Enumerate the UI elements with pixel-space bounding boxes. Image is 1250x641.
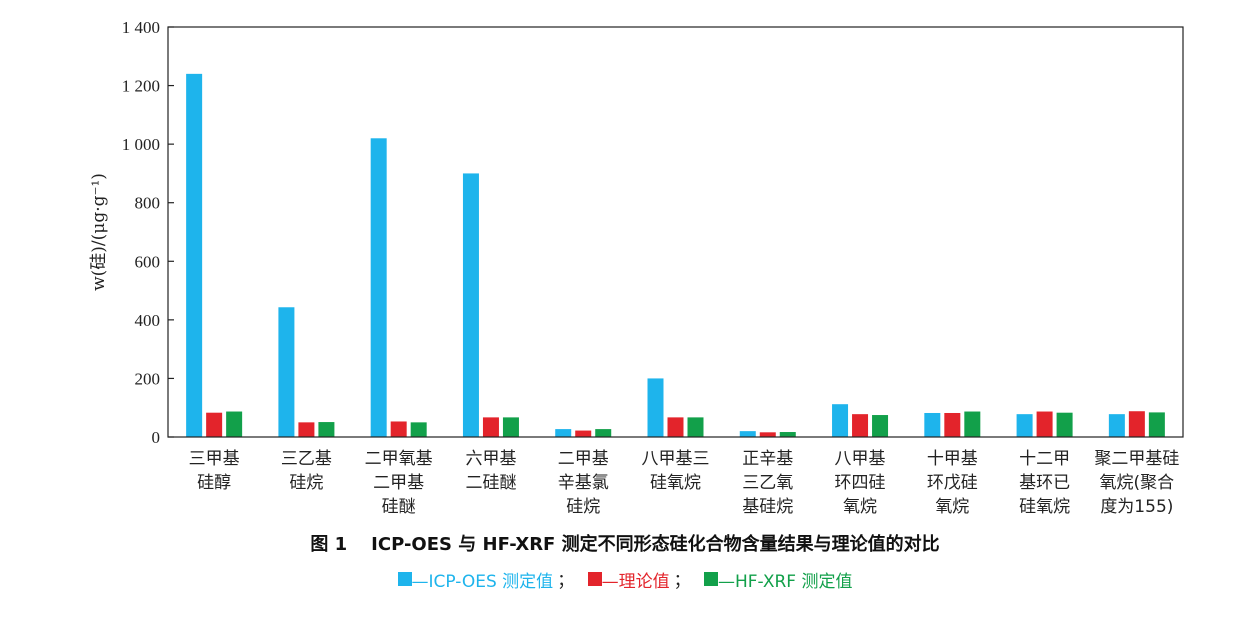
x-category-label: 硅醇 [197, 473, 231, 493]
x-category-label: 硅氧烷 [650, 473, 701, 493]
legend-label-hf-xrf: —HF-XRF 测定值 [718, 571, 853, 592]
x-category-label: 环四硅 [835, 473, 886, 493]
bar [832, 404, 849, 437]
y-tick-label: 600 [135, 252, 161, 271]
bar [739, 431, 756, 437]
bar [462, 173, 479, 437]
y-tick-label: 1 000 [122, 135, 160, 154]
legend: —ICP-OES 测定值 ； —理论值 ； —HF-XRF 测定值 [0, 566, 1250, 592]
x-category-label: 二甲氧基 [365, 449, 433, 469]
bar [944, 412, 961, 437]
x-category-label: 十甲基 [927, 449, 978, 469]
y-tick-label: 0 [152, 428, 161, 447]
bar [318, 422, 335, 437]
x-category-label: 六甲基 [465, 449, 516, 469]
bar [779, 432, 796, 437]
legend-item-theoretical: —理论值 [587, 567, 670, 592]
bar [759, 432, 776, 437]
bar [410, 422, 427, 437]
x-category-label: 基环已 [1019, 473, 1070, 493]
legend-separator: ； [673, 571, 691, 591]
x-category-label: 八甲基三 [642, 449, 710, 469]
x-category-label: 三乙氧 [742, 473, 793, 493]
x-category-label: 基硅烷 [742, 497, 793, 517]
legend-label-icp-oes: —ICP-OES 测定值 [411, 571, 554, 592]
legend-swatch-icp-oes [397, 572, 412, 586]
bar [206, 412, 223, 437]
x-category-label: 氧烷 [935, 497, 969, 517]
legend-label-theoretical: —理论值 [601, 571, 670, 592]
bar [1148, 412, 1165, 437]
x-category-label: 三甲基 [189, 449, 240, 469]
figure-caption-text: ICP-OES 与 HF-XRF 测定不同形态硅化合物含量结果与理论值的对比 [371, 534, 940, 555]
legend-swatch-hf-xrf [704, 572, 718, 586]
x-axis: 三甲基硅醇三乙基硅烷二甲氧基二甲基硅醚六甲基二硅醚二甲基辛基氯硅烷八甲基三硅氧烷… [189, 449, 1180, 517]
bar [964, 411, 981, 437]
bar [502, 417, 519, 437]
bar [575, 430, 592, 437]
bar [1016, 414, 1033, 437]
x-category-label: 环戊硅 [927, 473, 978, 493]
x-category-label: 二硅醚 [465, 473, 516, 493]
bar [482, 417, 499, 437]
x-category-label: 度为155) [1100, 497, 1173, 517]
bar [390, 421, 407, 437]
y-axis: 0 200 400 600 800 1 000 1 200 1 400 [122, 18, 174, 447]
y-tick-label: 1 200 [122, 77, 160, 96]
bar [1056, 412, 1073, 437]
bar [1036, 411, 1053, 437]
bar [1128, 411, 1145, 437]
bar [924, 412, 941, 437]
x-category-label: 硅烷 [289, 473, 323, 493]
legend-item-icp-oes: —ICP-OES 测定值 [397, 567, 554, 592]
x-category-label: 三乙基 [281, 449, 332, 469]
bar [667, 417, 684, 437]
legend-separator: ； [557, 571, 575, 591]
x-category-label: 八甲基 [835, 449, 886, 469]
bar [647, 378, 664, 437]
x-category-label: 正辛基 [742, 449, 793, 469]
bar [872, 415, 889, 437]
y-tick-label: 400 [135, 311, 161, 330]
bar [852, 414, 869, 437]
x-category-label: 二甲基 [373, 473, 424, 493]
bars-group [186, 73, 1165, 438]
bar [226, 411, 243, 437]
bar [278, 307, 295, 437]
x-category-label: 二甲基 [558, 449, 609, 469]
bar [595, 429, 612, 437]
y-tick-label: 200 [135, 369, 161, 388]
x-category-label: 硅氧烷 [1019, 497, 1070, 517]
plot-frame [167, 26, 1184, 438]
legend-swatch-theoretical [587, 572, 602, 586]
bar [1108, 414, 1125, 437]
figure-caption: 图 1 ICP-OES 与 HF-XRF 测定不同形态硅化合物含量结果与理论值的对… [0, 530, 1250, 556]
x-category-label: 氧烷 [843, 497, 877, 517]
x-category-label: 硅烷 [566, 497, 600, 517]
x-category-label: 聚二甲基硅 [1094, 449, 1179, 469]
bar [370, 138, 387, 438]
figure-number: 图 1 [310, 534, 348, 555]
bar [186, 73, 203, 437]
y-axis-label: w(硅)/(μg·g⁻¹) [89, 173, 109, 291]
bar [555, 429, 572, 437]
y-tick-label: 800 [135, 194, 161, 213]
bar [687, 417, 704, 437]
x-category-label: 辛基氯 [558, 473, 609, 493]
legend-item-hf-xrf: —HF-XRF 测定值 [704, 567, 853, 592]
x-category-label: 十二甲 [1019, 449, 1070, 469]
x-category-label: 氧烷(聚合 [1100, 473, 1175, 493]
x-category-label: 硅醚 [382, 497, 416, 517]
bar [298, 422, 315, 437]
y-tick-label: 1 400 [122, 18, 160, 37]
